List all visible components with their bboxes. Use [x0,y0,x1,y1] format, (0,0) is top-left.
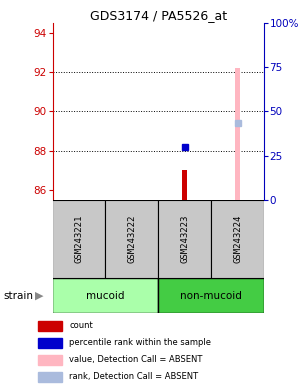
Bar [52,278,158,313]
Bar [38,355,62,365]
Text: count: count [69,321,93,330]
Text: rank, Detection Call = ABSENT: rank, Detection Call = ABSENT [69,372,198,381]
Text: GSM243222: GSM243222 [127,215,136,263]
Bar [235,68,240,200]
Text: GSM243224: GSM243224 [233,215,242,263]
Bar [105,200,158,278]
Bar [158,200,211,278]
Text: GSM243223: GSM243223 [180,215,189,263]
Bar [38,338,62,348]
Text: mucoid: mucoid [86,291,124,301]
Bar [52,200,105,278]
Text: strain: strain [3,291,33,301]
Title: GDS3174 / PA5526_at: GDS3174 / PA5526_at [90,9,227,22]
Bar [158,278,264,313]
Bar [211,200,264,278]
Text: percentile rank within the sample: percentile rank within the sample [69,338,211,347]
Bar [38,321,62,331]
Text: value, Detection Call = ABSENT: value, Detection Call = ABSENT [69,355,202,364]
Bar [38,372,62,382]
Text: ▶: ▶ [34,291,43,301]
Text: GSM243221: GSM243221 [74,215,83,263]
Text: non-mucoid: non-mucoid [180,291,242,301]
Bar [182,170,187,200]
